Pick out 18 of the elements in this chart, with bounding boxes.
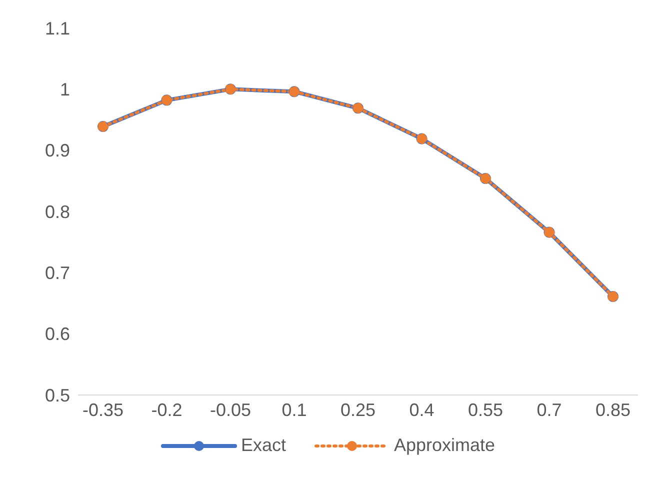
y-tick-label: 0.5 xyxy=(44,385,70,406)
x-tick-label: 0.85 xyxy=(595,400,631,420)
y-tick-label: 0.6 xyxy=(44,324,70,344)
x-tick-label: 0.7 xyxy=(536,400,562,420)
x-tick-label: 0.1 xyxy=(282,400,307,420)
x-tick-label: 0.55 xyxy=(468,400,504,420)
x-tick-label: 0.4 xyxy=(409,400,434,420)
x-tick-label: 0.25 xyxy=(340,400,376,420)
x-tick-label: -0.2 xyxy=(151,400,182,420)
legend-label: Approximate xyxy=(394,435,496,456)
y-tick-label: 0.9 xyxy=(44,140,70,161)
y-tick-label: 1.1 xyxy=(44,18,70,38)
y-tick-label: 1 xyxy=(60,80,70,100)
legend-label: Exact xyxy=(240,435,286,456)
y-tick-label: 0.7 xyxy=(44,263,70,284)
x-tick-label: -0.35 xyxy=(82,400,124,420)
x-tick-label: -0.05 xyxy=(210,400,252,420)
y-tick-label: 0.8 xyxy=(44,202,70,222)
